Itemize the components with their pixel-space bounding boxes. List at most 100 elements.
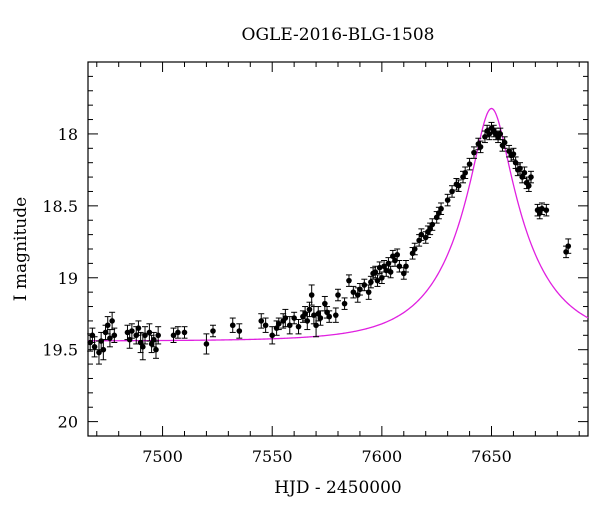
y-tick-label: 20	[58, 413, 78, 432]
point-marker	[306, 306, 313, 313]
point-marker	[96, 349, 102, 356]
point-marker	[346, 277, 352, 284]
data-point	[396, 260, 403, 273]
point-marker	[517, 165, 523, 172]
point-marker	[135, 325, 142, 331]
point-marker	[379, 274, 385, 281]
point-marker	[361, 282, 368, 288]
data-point	[510, 147, 517, 161]
data-point	[341, 297, 348, 310]
point-marker	[418, 231, 425, 238]
data-point	[565, 238, 572, 254]
y-axis-label: I magnitude	[11, 197, 31, 301]
point-marker	[229, 322, 236, 329]
point-marker	[376, 264, 383, 271]
data-point	[466, 157, 473, 171]
x-tick-label: 7500	[142, 447, 183, 466]
data-point	[291, 311, 298, 325]
point-marker	[528, 174, 534, 180]
y-tick-label: 19.5	[42, 341, 78, 360]
point-marker	[471, 149, 477, 156]
point-marker	[449, 188, 455, 195]
point-marker	[236, 328, 243, 334]
x-tick-label: 7650	[471, 447, 512, 466]
data-point	[455, 179, 462, 192]
data-point	[174, 326, 181, 339]
data-point	[335, 288, 341, 302]
data-point	[350, 285, 357, 299]
point-marker	[326, 313, 333, 320]
data-point	[236, 323, 243, 339]
point-marker	[155, 332, 161, 339]
point-marker	[100, 346, 107, 353]
point-marker	[341, 300, 348, 307]
data-point	[444, 193, 451, 207]
data-point	[275, 317, 282, 331]
point-marker	[462, 169, 468, 176]
y-tick-labels: 18 18.5 19 19.5 20	[42, 125, 78, 432]
point-marker	[295, 323, 302, 330]
point-marker	[109, 318, 115, 324]
point-marker	[350, 289, 357, 295]
point-marker	[315, 310, 322, 317]
data-point	[308, 284, 315, 306]
point-marker	[374, 277, 381, 284]
data-point	[104, 316, 111, 335]
x-tick-label: 7600	[362, 447, 403, 466]
data-point	[326, 310, 333, 323]
point-marker	[91, 344, 98, 350]
point-marker	[304, 318, 311, 324]
point-marker	[210, 328, 216, 334]
point-marker	[148, 341, 155, 347]
data-point	[181, 326, 188, 339]
point-marker	[429, 221, 436, 228]
point-marker	[539, 205, 545, 212]
model-curve	[88, 107, 589, 342]
x-tick-label: 7550	[252, 447, 293, 466]
data-point	[538, 202, 545, 215]
data-point	[203, 333, 210, 355]
axis-ticks	[88, 61, 588, 437]
point-marker	[444, 197, 451, 203]
x-axis-label: HJD - 2450000	[274, 478, 402, 498]
point-marker	[403, 263, 409, 270]
point-marker	[275, 321, 282, 327]
point-marker	[396, 263, 403, 270]
point-marker	[269, 332, 276, 339]
y-tick-label: 19	[58, 269, 78, 288]
point-marker	[262, 322, 269, 329]
data-point	[470, 146, 477, 159]
data-point	[295, 318, 302, 335]
data-point	[438, 202, 445, 215]
point-marker	[170, 332, 177, 339]
data-point	[367, 275, 374, 289]
data-point	[387, 265, 394, 279]
data-point	[142, 326, 149, 345]
y-tick-label: 18	[58, 125, 78, 144]
point-marker	[107, 335, 113, 341]
point-marker	[282, 315, 289, 321]
data-point	[210, 324, 216, 338]
chart-title: OGLE-2016-BLG-1508	[242, 25, 435, 45]
point-marker	[333, 312, 339, 318]
data-point	[543, 203, 550, 217]
point-marker	[455, 182, 462, 189]
point-marker	[510, 151, 517, 157]
data-point	[394, 248, 401, 262]
point-marker	[111, 332, 118, 339]
data-point	[111, 327, 118, 343]
point-marker	[411, 246, 418, 252]
point-marker	[385, 260, 392, 267]
data-point	[332, 307, 339, 323]
data-point	[258, 313, 265, 329]
point-marker	[142, 332, 148, 339]
data-point	[91, 336, 98, 358]
data-point	[229, 317, 236, 333]
point-marker	[466, 161, 473, 167]
point-marker	[129, 328, 135, 334]
point-marker	[438, 205, 444, 212]
point-marker	[153, 346, 159, 353]
y-tick-label: 18.5	[42, 197, 78, 216]
x-tick-labels: 7500 7550 7600 7650	[142, 447, 512, 466]
data-point	[418, 228, 425, 241]
